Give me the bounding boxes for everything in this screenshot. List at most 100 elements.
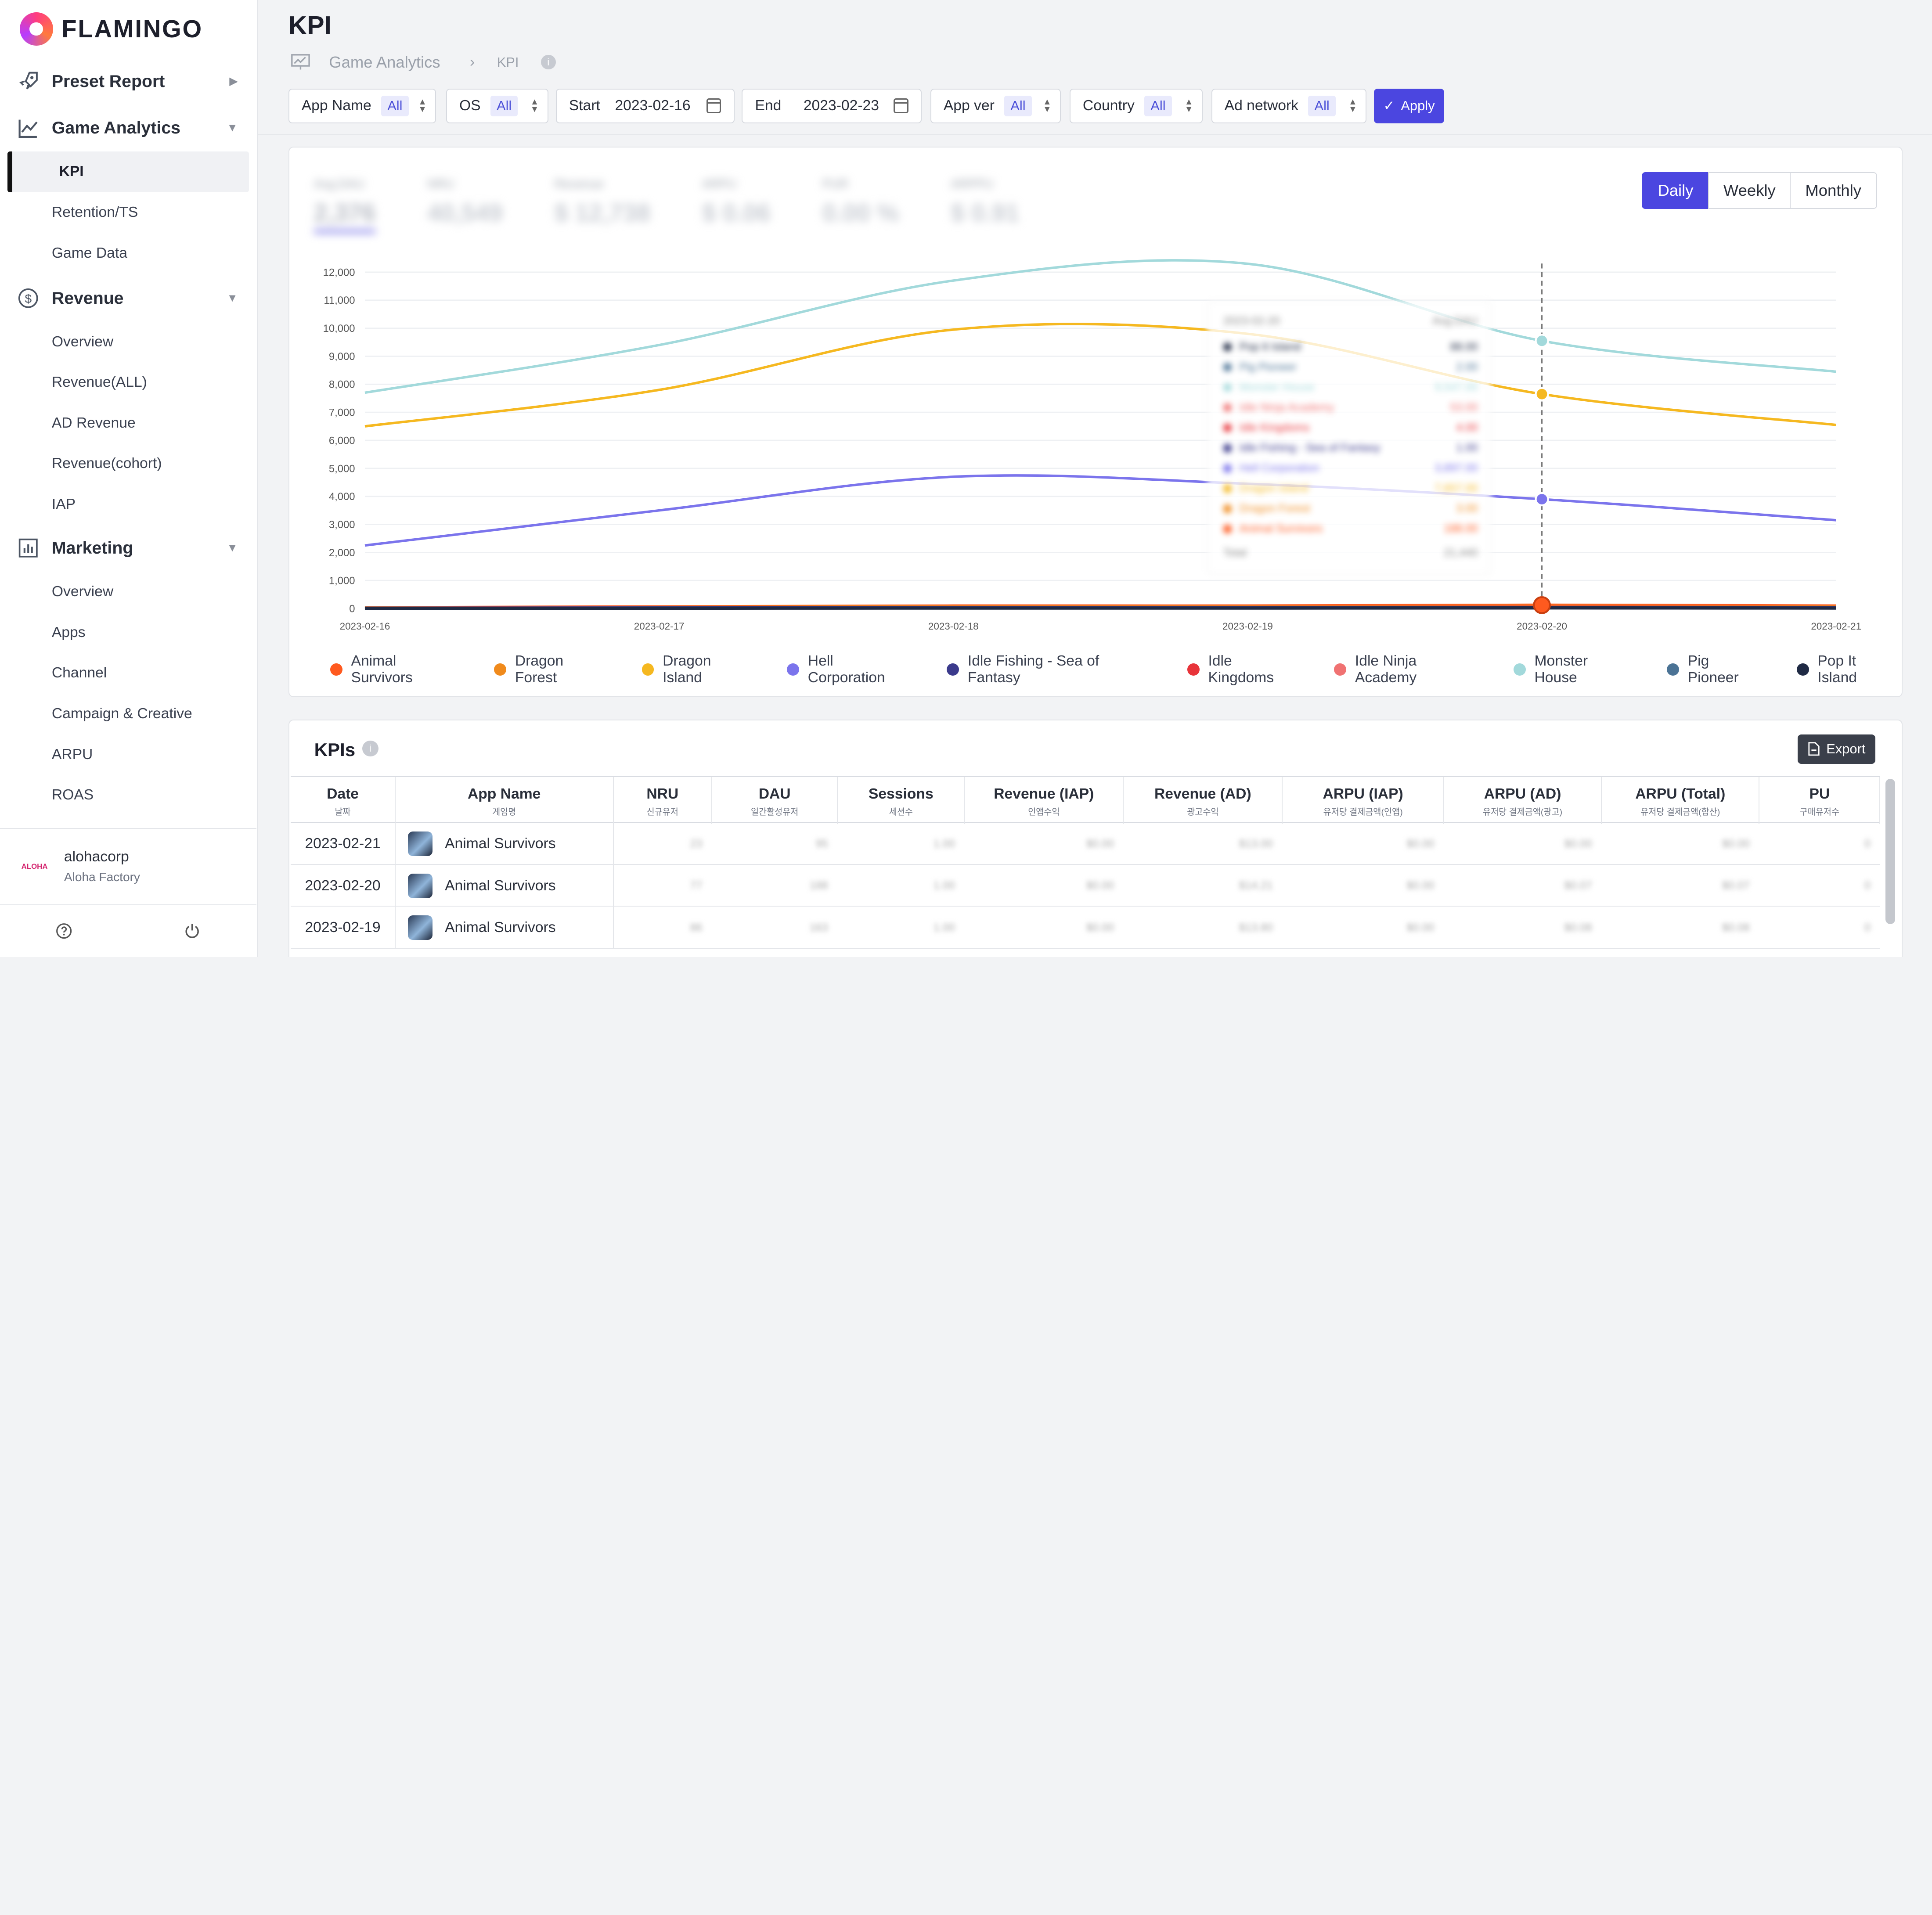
legend-item-hell-corporation[interactable]: Hell Corporation — [787, 653, 913, 686]
sidebar-item-campaign-creative[interactable]: Campaign & Creative — [0, 694, 258, 734]
metric-revenue[interactable]: Revenue $ 12,738 — [555, 177, 650, 233]
sidebar-item-label: IAP — [51, 496, 76, 513]
tab-weekly[interactable]: Weekly — [1708, 172, 1791, 209]
metric-avg-dau[interactable]: Avg.DAU 2,376 — [314, 177, 376, 233]
tooltip-dot — [1223, 484, 1232, 493]
table-row[interactable]: 2023-02-20 Animal Survivors 77 188 1.00 $0.00… — [291, 865, 1881, 907]
start-date-field[interactable]: Start 2023-02-16 — [555, 89, 735, 123]
cell-value: 95 — [815, 837, 828, 850]
power-icon[interactable] — [184, 922, 201, 940]
hover-point[interactable] — [1535, 387, 1549, 402]
caret-down-icon[interactable]: ▼ — [227, 122, 238, 134]
kpi-line-chart[interactable]: 0 1,000 2,000 3,000 4,000 5,000 6,000 7,000 8,00… — [288, 246, 1878, 641]
caret-down-icon[interactable]: ▼ — [227, 292, 238, 304]
column-header-arpu-total-[interactable]: ARPU (Total) 유저당 결제금액(합산) — [1602, 777, 1760, 824]
sidebar-item-label: Game Data — [51, 245, 127, 261]
app-ver-value: All — [1004, 95, 1032, 116]
table-row[interactable]: 2023-02-19 Animal Survivors 86 163 1.00 $0.00… — [291, 907, 1881, 949]
series-line-dragon-island[interactable] — [364, 323, 1836, 428]
help-icon[interactable] — [55, 922, 72, 940]
app-name-filter[interactable]: App Name All ▲ ▼ — [288, 89, 436, 123]
tab-monthly[interactable]: Monthly — [1789, 172, 1877, 209]
column-header-nru[interactable]: NRU 신규유저 — [614, 777, 713, 824]
sidebar-item-overview[interactable]: Overview — [0, 572, 258, 612]
series-line-hell-corporation[interactable] — [364, 474, 1836, 547]
ad-network-filter[interactable]: Ad network All ▲ ▼ — [1211, 89, 1367, 123]
os-filter[interactable]: OS All ▲ ▼ — [446, 89, 548, 123]
column-header-date[interactable]: Date 날짜 — [291, 777, 396, 824]
app-icon — [407, 873, 433, 898]
legend-item-dragon-island[interactable]: Dragon Island — [642, 653, 754, 686]
sidebar-item-apps[interactable]: Apps — [0, 612, 258, 653]
sidebar-item-ad-revenue[interactable]: AD Revenue — [0, 403, 258, 444]
country-filter[interactable]: Country All ▲ ▼ — [1069, 89, 1203, 123]
info-icon[interactable]: i — [362, 740, 378, 757]
user-profile[interactable]: ALOHA alohacorp Aloha Factory — [0, 828, 256, 904]
legend-item-pig-pioneer[interactable]: Pig Pioneer — [1667, 653, 1763, 686]
legend-item-idle-ninja-academy[interactable]: Idle Ninja Academy — [1334, 653, 1480, 686]
legend-item-dragon-forest[interactable]: Dragon Forest — [494, 653, 608, 686]
legend-item-animal-survivors[interactable]: Animal Survivors — [330, 653, 461, 686]
tooltip-value: 88.00 — [1450, 341, 1478, 353]
sidebar-item-channel[interactable]: Channel — [0, 653, 258, 694]
sidebar-item-game-data[interactable]: Game Data — [0, 233, 258, 274]
app-ver-filter[interactable]: App ver All ▲ ▼ — [930, 89, 1061, 123]
cell-date: 2023-02-21 — [291, 823, 396, 865]
metric-nru[interactable]: NRU 40,549 — [427, 177, 503, 233]
sidebar-item-iap[interactable]: IAP — [0, 484, 258, 525]
sidebar-item-arpu[interactable]: ARPU — [0, 734, 258, 775]
flamingo-logo-icon — [19, 12, 53, 46]
export-button[interactable]: Export — [1798, 734, 1876, 764]
brand-logo[interactable]: FLAMINGO — [19, 12, 203, 46]
sidebar-item-kpi[interactable]: KPI — [7, 151, 249, 192]
sidebar-item-overview[interactable]: Overview — [0, 321, 258, 362]
column-header-sessions[interactable]: Sessions 세션수 — [838, 777, 965, 824]
calendar-icon — [894, 98, 909, 114]
column-header-label: ARPU (IAP) — [1323, 785, 1403, 802]
series-line-monster-house[interactable] — [364, 259, 1836, 394]
metric-arppu[interactable]: ARPPU $ 0.91 — [951, 177, 1019, 233]
legend-item-idle-fishing-sea-of-fantasy[interactable]: Idle Fishing - Sea of Fantasy — [947, 653, 1154, 686]
sidebar-section-revenue[interactable]: $ Revenue ▼ — [0, 275, 258, 322]
column-header-revenue-ad-[interactable]: Revenue (AD) 광고수익 — [1124, 777, 1283, 824]
metric-pur[interactable]: PUR 0.00 % — [822, 177, 899, 233]
tooltip-row: Pig Pioneer 2.00 — [1223, 360, 1478, 375]
sidebar-item-retention-ts[interactable]: Retention/TS — [0, 192, 258, 233]
tooltip-row: Animal Survivors 188.00 — [1223, 522, 1478, 536]
breadcrumb-game-analytics[interactable]: Game Analytics — [329, 53, 440, 71]
info-icon[interactable]: i — [541, 54, 556, 70]
caret-right-icon[interactable]: ▶ — [229, 75, 238, 88]
hover-point[interactable] — [1535, 492, 1549, 507]
metric-value: 0.00 % — [822, 199, 899, 227]
legend-item-idle-kingdoms[interactable]: Idle Kingdoms — [1187, 653, 1301, 686]
column-header-arpu-ad-[interactable]: ARPU (AD) 유저당 결제금액(광고) — [1444, 777, 1602, 824]
end-date-field[interactable]: End 2023-02-23 — [742, 89, 922, 123]
sidebar-item-revenue-all-[interactable]: Revenue(ALL) — [0, 362, 258, 403]
apply-button[interactable]: ✓ Apply — [1374, 89, 1444, 123]
caret-down-icon[interactable]: ▼ — [227, 542, 238, 554]
tooltip-total-value: 21,440 — [1444, 546, 1478, 559]
y-tick-label: 6,000 — [329, 435, 355, 447]
column-header-revenue-iap-[interactable]: Revenue (IAP) 인앱수익 — [965, 777, 1124, 824]
column-header-pu[interactable]: PU 구매유저수 — [1759, 777, 1881, 824]
table-row[interactable]: 2023-02-21 Animal Survivors 23 95 1.00 $0.00 $… — [291, 823, 1881, 865]
sidebar-section-preset-report[interactable]: Preset Report ▶ — [0, 58, 258, 105]
sidebar-item-revenue-cohort-[interactable]: Revenue(cohort) — [0, 443, 258, 484]
column-header-app-name[interactable]: App Name 게임명 — [396, 777, 614, 824]
column-header-dau[interactable]: DAU 일간활성유저 — [712, 777, 838, 824]
sidebar-section-game-analytics[interactable]: Game Analytics ▼ — [0, 105, 258, 152]
column-header-arpu-iap-[interactable]: ARPU (IAP) 유저당 결제금액(인앱) — [1283, 777, 1444, 824]
table-scrollbar[interactable] — [1885, 778, 1896, 924]
metric-arpu[interactable]: ARPU $ 0.06 — [702, 177, 771, 233]
sidebar-section-marketing[interactable]: Marketing ▼ — [0, 525, 258, 572]
legend-item-monster-house[interactable]: Monster House — [1514, 653, 1633, 686]
sidebar-section-label: Game Analytics — [51, 118, 181, 138]
page-title: KPI — [288, 11, 332, 40]
table-header: Date 날짜 App Name 게임명 NRU 신규유저 DAU 일간활성유저 Session… — [291, 776, 1881, 824]
sidebar-item-roas[interactable]: ROAS — [0, 775, 258, 816]
ad-network-value: All — [1308, 95, 1336, 116]
legend-item-pop-it-island[interactable]: Pop It Island — [1796, 653, 1899, 686]
hover-point[interactable] — [1535, 334, 1549, 348]
hover-point[interactable] — [1532, 596, 1551, 614]
tab-daily[interactable]: Daily — [1641, 172, 1710, 209]
